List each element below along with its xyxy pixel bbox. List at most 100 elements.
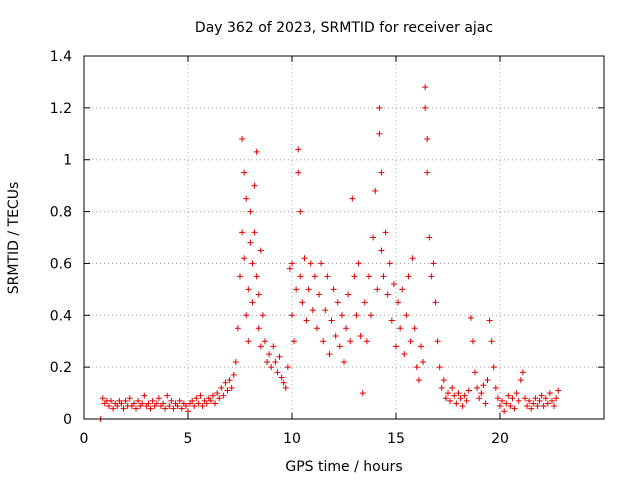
data-point xyxy=(509,395,516,402)
data-point xyxy=(120,405,127,412)
data-point xyxy=(280,379,287,386)
data-point xyxy=(517,377,524,384)
data-point xyxy=(534,403,541,410)
data-point xyxy=(272,358,279,365)
data-point xyxy=(442,395,449,402)
data-point xyxy=(501,408,508,415)
data-point xyxy=(145,400,152,407)
data-point xyxy=(368,312,375,319)
data-point xyxy=(555,387,562,394)
data-point xyxy=(459,403,466,410)
data-point xyxy=(245,338,252,345)
data-point xyxy=(328,317,335,324)
data-point xyxy=(153,400,160,407)
data-point xyxy=(289,260,295,267)
data-point xyxy=(513,390,520,397)
data-point xyxy=(182,403,189,410)
data-point xyxy=(133,405,139,412)
data-point xyxy=(380,273,387,280)
data-point xyxy=(234,325,241,332)
data-point xyxy=(224,387,231,394)
data-point xyxy=(390,281,397,288)
data-point xyxy=(239,135,246,142)
data-point xyxy=(397,325,404,332)
data-point xyxy=(542,395,549,402)
data-point xyxy=(291,338,298,345)
data-point xyxy=(532,395,539,402)
data-point xyxy=(505,392,512,399)
data-point xyxy=(515,397,522,404)
data-point xyxy=(386,260,393,267)
data-point xyxy=(536,397,543,404)
data-point xyxy=(449,384,456,391)
x-tick-label: 15 xyxy=(387,431,405,447)
data-point xyxy=(486,317,493,324)
data-point xyxy=(524,403,531,410)
data-point xyxy=(243,195,250,202)
data-point xyxy=(141,392,148,399)
data-point xyxy=(247,239,254,246)
data-point xyxy=(469,338,476,345)
data-point xyxy=(326,351,333,358)
data-point xyxy=(274,369,281,376)
data-point xyxy=(422,84,429,91)
data-point xyxy=(257,247,264,254)
data-point xyxy=(286,265,293,272)
data-point xyxy=(155,395,162,402)
data-point xyxy=(114,403,121,410)
data-point xyxy=(243,312,250,319)
data-point xyxy=(393,343,399,350)
data-point xyxy=(378,169,385,176)
data-point xyxy=(453,400,460,407)
data-point xyxy=(257,343,264,350)
data-point xyxy=(426,234,433,241)
data-point xyxy=(99,395,106,402)
data-point xyxy=(436,364,443,371)
data-points xyxy=(97,84,562,422)
data-point xyxy=(261,338,268,345)
data-point xyxy=(503,400,510,407)
data-point xyxy=(455,390,462,397)
data-point xyxy=(361,299,368,306)
data-point xyxy=(162,405,169,412)
data-point xyxy=(388,317,395,324)
data-point xyxy=(322,307,329,314)
x-tick-label: 10 xyxy=(283,431,301,447)
data-point xyxy=(305,286,312,293)
data-point xyxy=(494,395,501,402)
y-tick-label: 0.8 xyxy=(50,205,72,221)
data-point xyxy=(472,369,479,376)
data-point xyxy=(434,338,441,345)
data-point xyxy=(549,397,555,404)
data-point xyxy=(203,400,210,407)
data-point xyxy=(482,400,489,407)
data-point xyxy=(251,229,258,236)
data-point xyxy=(226,377,233,384)
y-tick-label: 0.6 xyxy=(50,256,72,272)
data-point xyxy=(222,379,229,386)
data-point xyxy=(338,312,345,319)
data-point xyxy=(212,400,219,407)
data-point xyxy=(176,397,183,404)
data-point xyxy=(301,255,308,262)
data-point xyxy=(108,397,115,404)
data-point xyxy=(307,260,314,267)
data-point xyxy=(424,135,431,142)
y-tick-label: 0.4 xyxy=(50,308,72,324)
data-point xyxy=(282,384,289,391)
data-point xyxy=(526,397,533,404)
data-point xyxy=(528,405,535,412)
data-point xyxy=(365,273,372,280)
data-point xyxy=(415,377,422,384)
data-point xyxy=(239,229,246,236)
data-point xyxy=(330,286,337,293)
data-point xyxy=(168,397,175,404)
data-point xyxy=(147,405,154,412)
data-point xyxy=(218,384,225,391)
data-point xyxy=(270,343,277,350)
data-point xyxy=(189,397,196,404)
data-point xyxy=(428,273,435,280)
data-point xyxy=(461,392,468,399)
data-point xyxy=(253,148,260,155)
